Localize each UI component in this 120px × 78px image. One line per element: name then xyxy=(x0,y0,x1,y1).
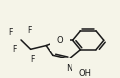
Text: F: F xyxy=(30,55,35,64)
Text: OH: OH xyxy=(79,69,92,78)
Text: O: O xyxy=(57,36,63,45)
Text: N: N xyxy=(66,64,72,73)
Text: F: F xyxy=(27,26,32,35)
Text: F: F xyxy=(8,28,12,37)
Text: F: F xyxy=(12,45,17,54)
